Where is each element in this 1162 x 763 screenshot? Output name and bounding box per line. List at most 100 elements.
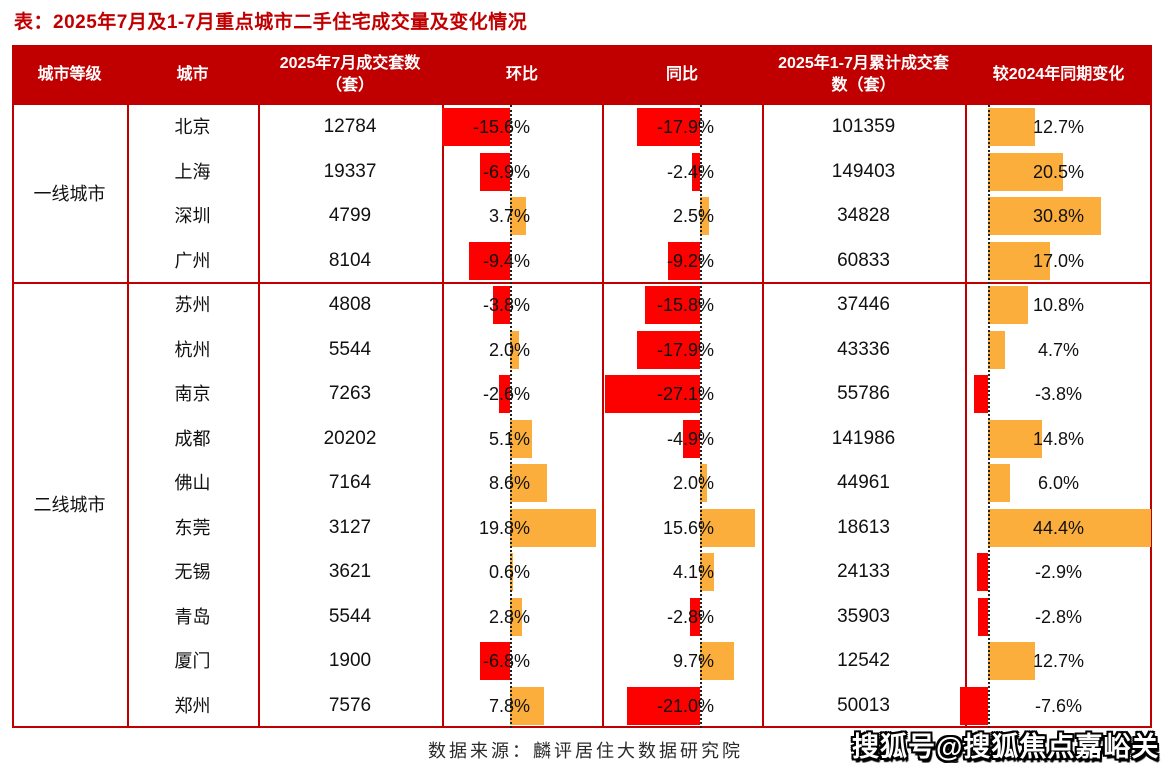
pct-label: 3.7% bbox=[488, 206, 530, 226]
negative-bar bbox=[977, 597, 988, 636]
july-units-cell: 7576 bbox=[328, 694, 372, 716]
july-units-cell: 19337 bbox=[323, 160, 377, 182]
city-cell: 上海 bbox=[174, 161, 211, 182]
july-units-cell: 20202 bbox=[323, 427, 377, 449]
positive-bar bbox=[700, 464, 707, 503]
city-cell: 苏州 bbox=[174, 295, 211, 315]
negative-bar bbox=[644, 286, 700, 325]
pct-label: -21.0% bbox=[656, 695, 714, 716]
city-cell: 无锡 bbox=[174, 562, 211, 582]
pct-label: 2.5% bbox=[672, 206, 714, 226]
column-border bbox=[965, 105, 967, 728]
pct-label: 4.1% bbox=[672, 562, 714, 582]
city-cell: 广州 bbox=[174, 250, 211, 271]
pct-label: -2.8% bbox=[666, 606, 714, 627]
pct-label: -2.6% bbox=[482, 384, 530, 404]
july-units-cell: 4808 bbox=[328, 294, 372, 315]
city-cell: 成都 bbox=[174, 428, 211, 449]
july-units-cell: 5544 bbox=[328, 338, 372, 360]
cum-units-cell: 60833 bbox=[837, 249, 890, 271]
pct-label: -6.8% bbox=[482, 651, 530, 671]
city-cell: 北京 bbox=[174, 117, 211, 137]
table-header-row: 城市等级 城市 2025年7月成交套数（套） 环比 同比 2025年1-7月累计成交套数（… bbox=[12, 45, 1152, 105]
negative-bar bbox=[480, 642, 510, 681]
july-units-cell: 1900 bbox=[328, 650, 372, 671]
july-units-cell: 12784 bbox=[323, 116, 377, 137]
july-units-cell: 3127 bbox=[328, 516, 372, 538]
pct-label: 6.0% bbox=[1037, 473, 1080, 493]
pct-label: 9.7% bbox=[672, 651, 714, 671]
negative-bar bbox=[637, 108, 700, 147]
column-header: 同比 bbox=[665, 66, 698, 84]
zero-axis-line bbox=[510, 105, 512, 728]
positive-bar bbox=[510, 464, 548, 503]
negative-bar bbox=[691, 152, 700, 191]
cum-units-cell: 24133 bbox=[837, 561, 890, 582]
cum-units-cell: 43336 bbox=[837, 338, 890, 360]
cum-units-cell: 37446 bbox=[837, 294, 890, 315]
zero-axis-line bbox=[700, 105, 702, 728]
pct-label: 4.7% bbox=[1037, 339, 1080, 360]
pct-label: -7.6% bbox=[1034, 695, 1083, 716]
watermark: 搜狐号@搜狐焦点嘉峪关站 bbox=[852, 732, 1160, 762]
pct-label: -17.9% bbox=[656, 339, 714, 360]
pct-label: -15.8% bbox=[656, 295, 714, 315]
positive-bar bbox=[988, 642, 1035, 681]
pct-label: 12.7% bbox=[1032, 651, 1085, 671]
pct-label: -17.9% bbox=[656, 117, 714, 137]
negative-bar bbox=[498, 375, 510, 414]
pct-label: -15.6% bbox=[472, 117, 530, 137]
pct-label: 2.0% bbox=[488, 339, 530, 360]
positive-bar bbox=[988, 197, 1102, 236]
pct-label: -9.2% bbox=[666, 250, 714, 271]
pct-label: -2.8% bbox=[1034, 606, 1083, 627]
data-table: 城市等级 城市 2025年7月成交套数（套） 环比 同比 2025年1-7月累计成交套数（… bbox=[12, 45, 1152, 729]
pct-label: -6.9% bbox=[482, 161, 530, 182]
positive-bar bbox=[700, 553, 715, 592]
pct-label: 0.6% bbox=[488, 562, 530, 582]
city-cell: 杭州 bbox=[174, 339, 211, 360]
city-cell: 南京 bbox=[174, 384, 211, 404]
tier-cell: 一线城市 bbox=[33, 183, 106, 204]
cum-units-cell: 101359 bbox=[831, 116, 896, 137]
positive-bar bbox=[510, 508, 597, 547]
july-units-cell: 3621 bbox=[328, 561, 372, 582]
pct-label: 10.8% bbox=[1032, 295, 1085, 315]
pct-label: 19.8% bbox=[478, 517, 530, 538]
pct-label: 7.8% bbox=[488, 695, 530, 716]
pct-label: 44.4% bbox=[1032, 517, 1085, 538]
column-header: 环比 bbox=[505, 66, 538, 84]
city-cell: 东莞 bbox=[174, 517, 211, 538]
pct-label: 5.1% bbox=[488, 428, 530, 449]
negative-bar bbox=[977, 553, 988, 592]
july-units-cell: 8104 bbox=[328, 249, 372, 271]
pct-label: -9.4% bbox=[482, 250, 530, 271]
positive-bar bbox=[510, 197, 527, 236]
column-border bbox=[258, 105, 260, 728]
negative-bar bbox=[682, 419, 700, 458]
july-units-cell: 7263 bbox=[328, 383, 372, 404]
positive-bar bbox=[988, 108, 1035, 147]
column-border bbox=[442, 105, 444, 728]
cum-units-cell: 141986 bbox=[831, 427, 896, 449]
cum-units-cell: 149403 bbox=[831, 160, 896, 182]
column-header: 城市 bbox=[176, 66, 209, 84]
cum-units-cell: 50013 bbox=[837, 694, 890, 716]
cum-units-cell: 55786 bbox=[837, 383, 890, 404]
july-units-cell: 5544 bbox=[328, 605, 372, 627]
pct-label: -3.8% bbox=[482, 295, 530, 315]
negative-bar bbox=[637, 330, 700, 369]
negative-bar bbox=[960, 686, 988, 725]
pct-label: -3.8% bbox=[1034, 384, 1083, 404]
negative-bar bbox=[974, 375, 988, 414]
pct-label: 8.6% bbox=[488, 473, 530, 493]
city-cell: 青岛 bbox=[174, 606, 211, 627]
positive-bar bbox=[988, 464, 1011, 503]
column-border bbox=[1150, 105, 1152, 728]
column-header: 2025年1-7月累计成交套数（套） bbox=[778, 55, 949, 94]
pct-label: -2.4% bbox=[666, 161, 714, 182]
pct-label: -4.9% bbox=[666, 428, 714, 449]
negative-bar bbox=[493, 286, 510, 325]
cum-units-cell: 18613 bbox=[837, 516, 890, 538]
city-cell: 深圳 bbox=[174, 206, 211, 226]
